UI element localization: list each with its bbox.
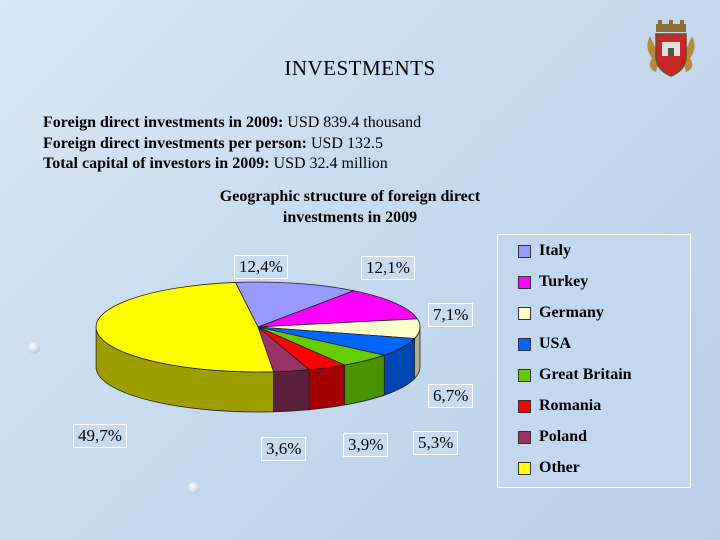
decorative-bubble <box>188 482 200 494</box>
value-label-italy: 12,4% <box>234 255 288 279</box>
legend-swatch <box>518 430 531 444</box>
legend-item: Romania <box>518 395 601 417</box>
legend-swatch <box>518 306 531 320</box>
pie-slice-turkey <box>257 290 419 328</box>
page-title: INVESTMENTS <box>284 56 436 80</box>
legend-item: Italy <box>518 240 571 262</box>
value-label-germany: 7,1% <box>428 303 474 327</box>
facts-block: Foreign direct investments in 2009: USD … <box>43 113 421 175</box>
value-label-turkey: 12,1% <box>361 256 415 280</box>
value-label-other: 49,7% <box>73 424 127 448</box>
legend-swatch <box>518 368 531 382</box>
legend-item: Germany <box>518 302 604 324</box>
pie-top <box>95 281 421 373</box>
legend-item: Other <box>518 457 580 479</box>
legend-swatch <box>518 275 531 289</box>
pie-side-romania <box>308 364 345 411</box>
legend-swatch <box>518 244 531 258</box>
legend-item: Turkey <box>518 271 588 293</box>
decorative-bubble <box>28 342 40 354</box>
legend-swatch <box>518 399 531 413</box>
legend-swatch <box>518 461 531 475</box>
chart-legend: Italy Turkey Germany USA Great Britain R… <box>497 234 691 488</box>
pie-slice-italy <box>234 281 356 328</box>
legend-item: Great Britain <box>518 364 632 386</box>
coat-of-arms-icon <box>647 20 695 77</box>
value-label-romania: 3,9% <box>343 433 389 457</box>
fact-line: Foreign direct investments in 2009: USD … <box>43 114 422 131</box>
value-label-great-britain: 5,3% <box>413 431 459 455</box>
legend-item: USA <box>518 333 571 355</box>
fact-line: Foreign direct investments per person: U… <box>43 134 383 152</box>
legend-item: Poland <box>518 426 587 448</box>
fact-line: Total capital of investors in 2009: USD … <box>43 155 388 172</box>
value-label-poland: 3,6% <box>261 437 307 461</box>
chart-title: Geographic structure of foreign direct i… <box>219 188 481 226</box>
legend-swatch <box>518 337 531 351</box>
value-label-usa: 6,7% <box>428 384 474 408</box>
pie-slice-other <box>95 282 275 373</box>
pie-side-poland <box>273 369 310 413</box>
pie-sides <box>95 327 421 413</box>
